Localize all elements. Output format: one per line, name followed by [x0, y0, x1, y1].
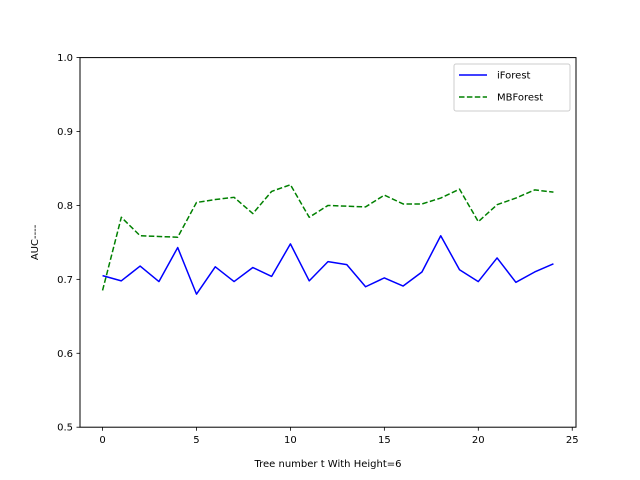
- legend-label-mbforest: MBForest: [497, 93, 543, 104]
- y-axis-label: AUC----: [30, 224, 41, 260]
- x-tick-label: 15: [378, 435, 391, 446]
- series-line-iforest: [102, 235, 554, 295]
- series-line-mbforest: [101, 183, 554, 291]
- y-tick-label: 0.9: [57, 127, 73, 138]
- series-layer: [101, 183, 554, 295]
- legend: iForest MBForest: [453, 63, 571, 112]
- x-tick-label: 10: [284, 435, 297, 446]
- x-tick-label: 0: [99, 435, 105, 446]
- y-tick-label: 0.5: [57, 423, 73, 434]
- x-axis-label: Tree number t With Height=6: [253, 459, 401, 470]
- x-axis: 0 5 10 15 20 25: [99, 427, 579, 446]
- y-tick-label: 0.6: [57, 349, 73, 360]
- x-tick-label: 25: [566, 435, 579, 446]
- y-tick-label: 1.0: [57, 53, 73, 64]
- y-axis: 0.5 0.6 0.7 0.8 0.9 1.0: [57, 53, 80, 434]
- y-tick-label: 0.8: [57, 201, 73, 212]
- plot-frame: [79, 57, 577, 428]
- x-tick-label: 20: [472, 435, 485, 446]
- legend-label-iforest: iForest: [497, 71, 531, 82]
- y-tick-label: 0.7: [57, 275, 73, 286]
- x-tick-label: 5: [193, 435, 199, 446]
